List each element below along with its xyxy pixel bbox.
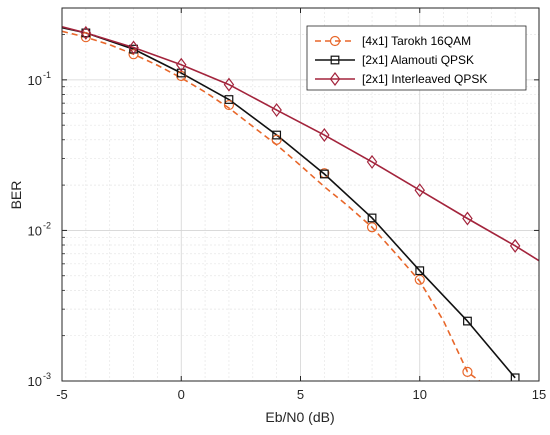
x-axis-label: Eb/N0 (dB) <box>265 409 334 425</box>
data-point <box>80 32 91 43</box>
legend-entries: [4x1] Tarokh 16QAM [2x1] Alamouti QPSK [2x… <box>315 34 487 86</box>
x-tick-label: 15 <box>532 387 546 402</box>
data-point <box>414 183 425 198</box>
data-point <box>272 130 282 140</box>
legend-marker <box>329 35 341 47</box>
data-point <box>415 266 425 276</box>
y-tick-label: 10 <box>28 73 42 88</box>
legend-marker <box>329 72 341 86</box>
y-tick-label-exponent: -2 <box>43 220 51 230</box>
x-axis-ticks: -5 0 5 10 15 <box>56 8 546 402</box>
data-point <box>414 274 425 285</box>
y-tick-label-exponent: -3 <box>43 371 51 381</box>
data-point <box>319 128 330 143</box>
data-point <box>224 95 234 104</box>
data-point <box>366 222 378 233</box>
data-point <box>176 57 187 72</box>
data-point <box>271 103 282 118</box>
data-point <box>367 213 377 223</box>
x-tick-label: 5 <box>297 387 304 402</box>
data-point <box>223 99 235 111</box>
data-point <box>128 40 139 55</box>
y-tick-label-exponent: -1 <box>43 70 51 80</box>
y-tick-label: 10 <box>28 223 42 238</box>
legend-label: [2x1] Alamouti QPSK <box>362 53 474 67</box>
series-line <box>62 26 539 262</box>
legend-label: [4x1] Tarokh 16QAM <box>362 34 471 48</box>
legend-label: [2x1] Interleaved QPSK <box>362 72 487 86</box>
series-markers <box>80 25 521 381</box>
data-point <box>462 211 473 226</box>
data-point <box>319 169 329 179</box>
data-point <box>509 238 521 253</box>
data-point <box>271 134 282 145</box>
data-point <box>223 77 235 92</box>
data-point <box>176 68 186 78</box>
data-point <box>128 49 139 60</box>
data-point <box>366 154 378 169</box>
y-axis-label: BER <box>8 181 24 210</box>
legend-marker <box>330 55 340 65</box>
data-point <box>462 366 473 377</box>
y-tick-label: 10 <box>28 374 42 389</box>
data-point <box>510 373 520 381</box>
data-point <box>463 316 472 326</box>
x-tick-label: -5 <box>56 387 68 402</box>
y-axis-ticks: 10-310-210-1 <box>28 34 539 389</box>
x-tick-label: 10 <box>413 387 427 402</box>
x-tick-label: 0 <box>178 387 185 402</box>
data-point <box>80 25 92 40</box>
legend: [4x1] Tarokh 16QAM [2x1] Alamouti QPSK [2x… <box>306 25 527 91</box>
